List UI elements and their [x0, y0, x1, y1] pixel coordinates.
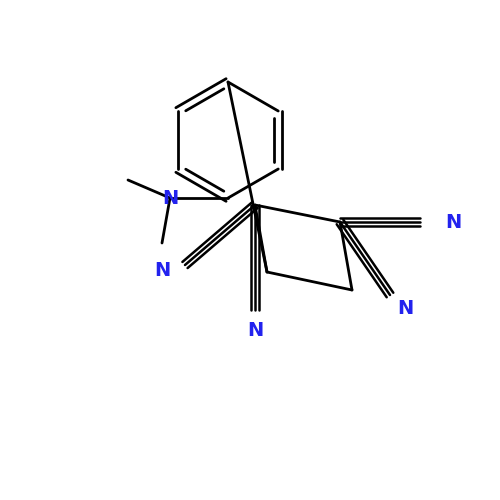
Text: N: N	[247, 320, 263, 340]
Text: N: N	[397, 298, 413, 318]
Text: N: N	[154, 260, 170, 280]
Text: N: N	[162, 188, 178, 208]
Text: N: N	[445, 212, 461, 232]
